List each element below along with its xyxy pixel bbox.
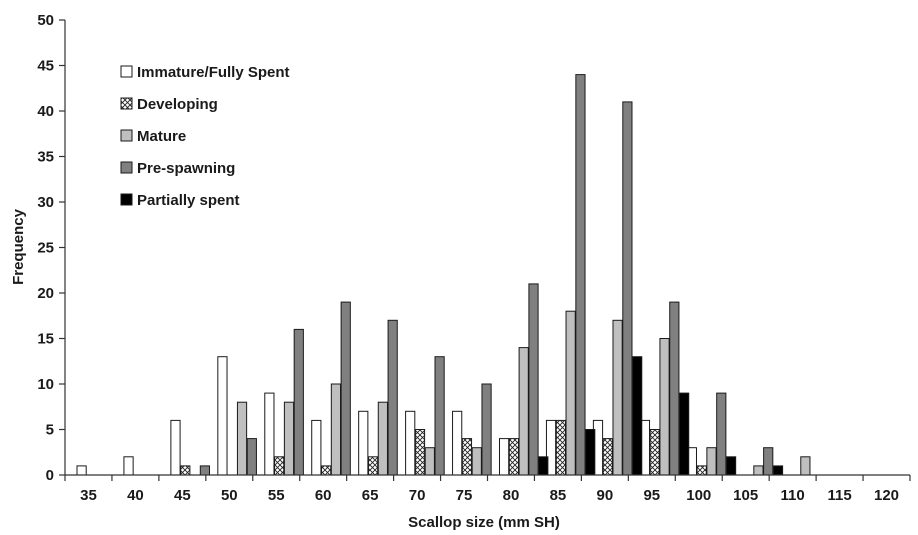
bar-developing-90 [602, 438, 613, 476]
x-tick-label-100: 100 [686, 487, 711, 504]
y-tick-label-15: 15 [37, 331, 54, 348]
bar-partially-spent-95 [679, 392, 690, 476]
bar-immature-fully-spent-60 [311, 419, 322, 476]
bar-mature-75 [471, 447, 482, 476]
bar-pre-spawning-100 [716, 392, 727, 476]
bar-pre-spawning-60 [340, 301, 351, 476]
x-tick-label-120: 120 [874, 487, 899, 504]
x-tick-label-40: 40 [127, 487, 144, 504]
x-tick-label-60: 60 [315, 487, 332, 504]
legend-label-3: Pre-spawning [137, 160, 235, 177]
legend-swatch-3 [120, 161, 133, 174]
tick-labels-layer: 0 5 10 15 20 25 30 35 40 45 50 35 40 45 50 55 60 65 70 75 80… [37, 12, 899, 504]
x-axis-title: Scallop size (mm SH) [408, 514, 560, 531]
x-tick-label-115: 115 [827, 487, 851, 504]
legend-label-1: Developing [137, 96, 218, 113]
bar-partially-spent-85 [585, 429, 596, 476]
bar-developing-100 [696, 465, 707, 476]
x-tick-label-70: 70 [409, 487, 426, 504]
bar-immature-fully-spent-50 [217, 356, 228, 476]
bar-immature-fully-spent-75 [452, 410, 463, 476]
x-tick-label-85: 85 [550, 487, 567, 504]
y-tick-label-50: 50 [37, 12, 54, 29]
y-tick-label-30: 30 [37, 194, 54, 211]
bar-mature-70 [424, 447, 435, 476]
bar-developing-65 [367, 456, 379, 476]
bar-pre-spawning-90 [622, 101, 633, 476]
y-tick-label-5: 5 [46, 422, 54, 439]
x-tick-label-55: 55 [268, 487, 285, 504]
bar-developing-95 [649, 429, 660, 476]
y-tick-label-45: 45 [37, 58, 54, 75]
bar-mature-85 [565, 310, 576, 476]
x-tick-label-95: 95 [643, 487, 660, 504]
x-tick-label-105: 105 [733, 487, 758, 504]
x-tick-label-65: 65 [362, 487, 379, 504]
x-tick-label-80: 80 [503, 487, 520, 504]
bar-pre-spawning-85 [575, 74, 586, 476]
bar-developing-85 [555, 419, 566, 476]
y-tick-label-35: 35 [37, 149, 54, 166]
bar-partially-spent-105 [772, 465, 784, 476]
bar-developing-60 [321, 465, 332, 476]
bar-pre-spawning-55 [293, 328, 304, 476]
bar-immature-fully-spent-80 [499, 438, 510, 476]
y-tick-label-10: 10 [37, 376, 54, 393]
bar-developing-55 [274, 456, 285, 476]
bar-mature-50 [236, 401, 248, 476]
bar-mature-55 [283, 401, 295, 476]
bar-pre-spawning-45 [199, 465, 210, 476]
bar-immature-fully-spent-35 [76, 465, 87, 476]
bar-pre-spawning-80 [528, 283, 539, 476]
legend-label-4: Partially spent [137, 192, 240, 209]
bar-developing-70 [414, 429, 426, 476]
y-tick-label-40: 40 [37, 103, 54, 120]
y-tick-label-0: 0 [46, 467, 54, 484]
legend-swatch-1 [120, 97, 133, 110]
bar-mature-65 [377, 401, 388, 476]
bar-partially-spent-90 [632, 356, 643, 476]
x-tick-label-90: 90 [597, 487, 614, 504]
bar-immature-fully-spent-40 [123, 456, 134, 476]
bar-developing-80 [508, 438, 519, 476]
legend-swatch-0 [120, 65, 133, 78]
bar-developing-75 [461, 438, 473, 476]
legend-label-2: Mature [137, 128, 186, 145]
y-tick-label-25: 25 [37, 240, 54, 257]
bar-pre-spawning-65 [387, 319, 398, 476]
bar-immature-fully-spent-45 [170, 419, 181, 476]
bar-mature-90 [612, 319, 623, 476]
bar-mature-100 [706, 447, 717, 476]
axes-layer [59, 19, 911, 481]
bar-pre-spawning-105 [763, 447, 774, 476]
bar-developing-45 [180, 465, 191, 476]
legend-swatch-2 [120, 129, 133, 142]
bar-partially-spent-100 [725, 456, 737, 476]
x-tick-label-50: 50 [221, 487, 238, 504]
bar-immature-fully-spent-70 [405, 410, 416, 476]
legend: Immature/Fully Spent Developing Mature Pre-… [120, 64, 290, 209]
x-tick-label-110: 110 [781, 487, 805, 504]
x-tick-label-35: 35 [80, 487, 97, 504]
x-tick-label-75: 75 [456, 487, 473, 504]
bar-partially-spent-80 [538, 456, 549, 476]
bar-mature-60 [330, 383, 342, 476]
bar-pre-spawning-70 [434, 356, 445, 476]
bars-layer [76, 74, 811, 476]
legend-swatch-4 [120, 193, 133, 206]
bar-mature-95 [659, 338, 670, 476]
bar-mature-105 [753, 465, 764, 476]
bar-mature-80 [518, 347, 529, 476]
bar-pre-spawning-50 [246, 438, 257, 476]
y-axis-title: Frequency [10, 208, 27, 285]
bar-mature-110 [800, 456, 811, 476]
bar-pre-spawning-75 [481, 383, 492, 476]
y-tick-label-20: 20 [37, 285, 54, 302]
bar-immature-fully-spent-65 [358, 410, 369, 476]
x-tick-label-45: 45 [174, 487, 191, 504]
bar-pre-spawning-95 [669, 301, 680, 476]
bar-immature-fully-spent-55 [264, 392, 275, 476]
legend-label-0: Immature/Fully Spent [137, 64, 290, 81]
